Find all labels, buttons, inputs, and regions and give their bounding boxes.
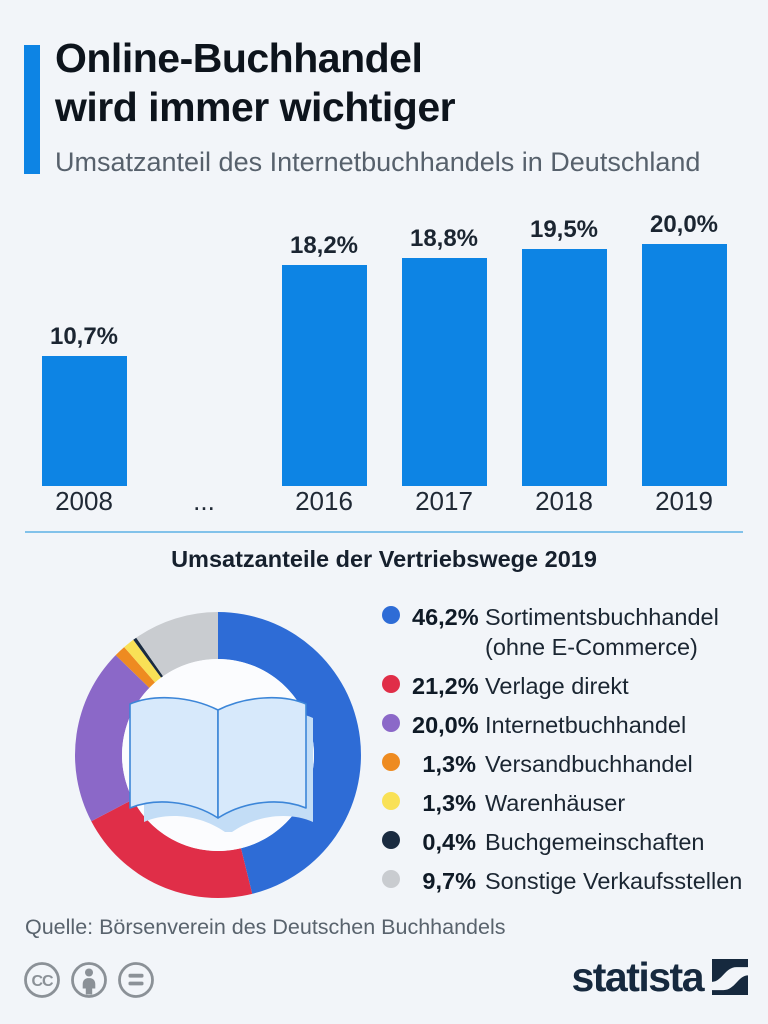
legend-label: Buchgemeinschaften	[485, 829, 705, 855]
bar-value-label: 18,2%	[289, 232, 359, 259]
legend-item: 9,7% Sonstige Verkaufsstellen	[382, 866, 762, 896]
source-note: Quelle: Börsenverein des Deutschen Buchh…	[25, 915, 506, 939]
title-accent-bar	[24, 45, 40, 174]
bar-value-label: 18,8%	[409, 225, 479, 252]
equal-sign-icon[interactable]	[118, 962, 154, 998]
legend-dot-icon	[382, 870, 400, 888]
donut-slice-sonstige	[136, 612, 218, 677]
statista-logo[interactable]: statista	[571, 956, 748, 998]
donut-slice-internetbuchhandel	[75, 655, 150, 822]
legend-label: Warenhäuser	[485, 790, 626, 816]
legend-label: Internetbuchhandel	[485, 712, 687, 738]
legend-percentage: 20,0%	[412, 712, 479, 738]
statista-wordmark: statista	[571, 953, 704, 1000]
bar	[641, 244, 727, 486]
bar-chart: 10,7% 2008... 18,2% 2016 18,8% 2017 19,5% 2018 2…	[24, 212, 744, 516]
donut-section-title: Umsatzanteile der Vertriebswege 2019	[171, 546, 597, 572]
cc-icon[interactable]: CC	[24, 962, 60, 998]
bar	[521, 249, 607, 486]
x-axis-label: 2018	[535, 486, 593, 516]
legend-dot-icon	[382, 606, 400, 624]
x-axis-label: ...	[193, 486, 215, 516]
donut-slice-buchgemeinschaften	[133, 637, 164, 678]
legend-item: 1,3% Warenhäuser	[382, 788, 762, 818]
donut-slice-versandbuchhandel	[115, 647, 156, 688]
legend-label: Versandbuchhandel	[485, 751, 693, 777]
page-subtitle: Umsatzanteil des Internetbuchhandels in …	[55, 147, 701, 177]
donut-chart	[75, 612, 361, 898]
legend-dot-icon	[382, 753, 400, 771]
legend-dot-icon	[382, 831, 400, 849]
legend-dot-icon	[382, 792, 400, 810]
bar-value-label: 10,7%	[49, 323, 119, 350]
open-book-icon	[129, 696, 313, 832]
bar-slot-2016: 18,2% 2016	[264, 212, 384, 516]
legend-percentage: 1,3%	[422, 751, 476, 777]
section-divider	[25, 531, 743, 533]
bar	[401, 258, 487, 486]
legend-item: 0,4% Buchgemeinschaften	[382, 827, 762, 857]
donut-slice-verlage	[91, 799, 253, 898]
bar-value-label: 20,0%	[649, 211, 719, 238]
bar-slot-2019: 20,0% 2019	[624, 212, 744, 516]
legend-percentage: 0,4%	[422, 829, 476, 855]
license-icons[interactable]: CC	[22, 957, 162, 1003]
legend-percentage: 46,2%	[412, 604, 479, 630]
legend-dot-icon	[382, 714, 400, 732]
bar-value-label: 19,5%	[529, 216, 599, 243]
donut-legend: 46,2% Sortimentsbuchhandel (ohne E-Commer…	[382, 602, 762, 905]
legend-label: Verlage direkt	[485, 673, 629, 699]
legend-percentage: 21,2%	[412, 673, 479, 699]
bar-slot-2018: 19,5% 2018	[504, 212, 624, 516]
legend-percentage: 1,3%	[422, 790, 476, 816]
bar-slot-2017: 18,8% 2017	[384, 212, 504, 516]
x-axis-label: 2016	[295, 486, 353, 516]
legend-item: 21,2% Verlage direkt	[382, 671, 762, 701]
bar-slot-...: ...	[144, 212, 264, 516]
x-axis-label: 2008	[55, 486, 113, 516]
donut-slice-warenhäuser	[124, 639, 162, 683]
bar-slot-2008: 10,7% 2008	[24, 212, 144, 516]
legend-item: 46,2% Sortimentsbuchhandel (ohne E-Commer…	[382, 602, 762, 662]
svg-text:CC: CC	[31, 973, 54, 990]
legend-dot-icon	[382, 675, 400, 693]
bar	[41, 356, 127, 486]
legend-item: 20,0% Internetbuchhandel	[382, 710, 762, 740]
statista-mark-icon	[712, 959, 748, 995]
bar	[281, 265, 367, 486]
legend-label: Sortimentsbuchhandel (ohne E-Commerce)	[485, 604, 719, 660]
legend-percentage: 9,7%	[422, 868, 476, 894]
attribution-person-icon[interactable]	[71, 962, 107, 998]
legend-label: Sonstige Verkaufsstellen	[485, 868, 743, 894]
x-axis-label: 2017	[415, 486, 473, 516]
x-axis-label: 2019	[655, 486, 713, 516]
page-title: Online-Buchhandel wird immer wichtiger	[55, 35, 456, 131]
legend-item: 1,3% Versandbuchhandel	[382, 749, 762, 779]
donut-slice-sortimentsbuchhandel	[218, 612, 361, 894]
